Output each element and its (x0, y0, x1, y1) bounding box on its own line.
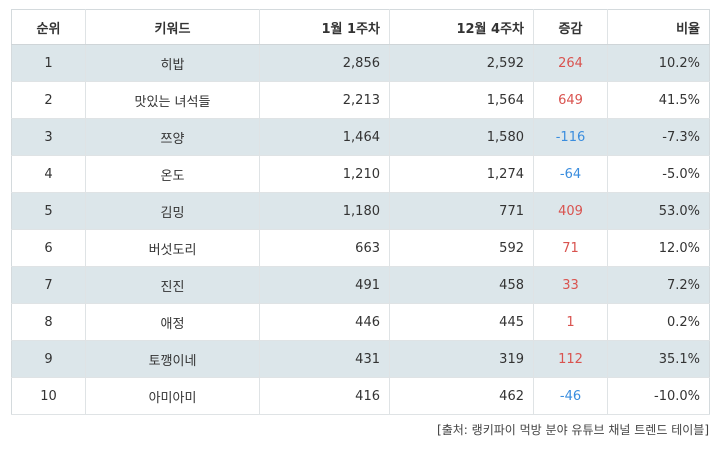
cell-keyword: 진진 (85, 266, 260, 304)
cell-week1: 1,464 (259, 118, 390, 156)
cell-week4: 319 (389, 340, 534, 378)
cell-week1: 446 (259, 303, 390, 341)
cell-week4: 592 (389, 229, 534, 267)
cell-keyword: 히밥 (85, 44, 260, 82)
header-rank: 순위 (11, 9, 86, 45)
cell-keyword: 온도 (85, 155, 260, 193)
cell-week1: 431 (259, 340, 390, 378)
cell-rank: 9 (11, 340, 86, 378)
cell-week4: 1,564 (389, 81, 534, 119)
cell-ratio: 41.5% (607, 81, 710, 119)
cell-ratio: -10.0% (607, 377, 710, 415)
cell-change: -116 (533, 118, 608, 156)
ranking-table: 순위 키워드 1월 1주차 12월 4주차 증감 비율 1 히밥 2,856 2… (11, 9, 710, 415)
cell-change: 264 (533, 44, 608, 82)
source-caption: [출처: 랭키파이 먹방 분야 유튜브 채널 트렌드 테이블] (437, 423, 709, 437)
cell-ratio: 53.0% (607, 192, 710, 230)
table-row: 1 히밥 2,856 2,592 264 10.2% (11, 44, 710, 82)
cell-rank: 3 (11, 118, 86, 156)
cell-change: -64 (533, 155, 608, 193)
cell-week1: 491 (259, 266, 390, 304)
cell-keyword: 김밍 (85, 192, 260, 230)
cell-rank: 4 (11, 155, 86, 193)
cell-rank: 7 (11, 266, 86, 304)
cell-ratio: 0.2% (607, 303, 710, 341)
cell-rank: 1 (11, 44, 86, 82)
cell-week1: 2,856 (259, 44, 390, 82)
cell-week4: 458 (389, 266, 534, 304)
header-keyword: 키워드 (85, 9, 260, 45)
ranking-table-container: 순위 키워드 1월 1주차 12월 4주차 증감 비율 1 히밥 2,856 2… (11, 9, 710, 438)
header-week1: 1월 1주차 (259, 9, 390, 45)
cell-change: 409 (533, 192, 608, 230)
cell-rank: 2 (11, 81, 86, 119)
cell-week4: 1,274 (389, 155, 534, 193)
cell-ratio: 35.1% (607, 340, 710, 378)
cell-change: 649 (533, 81, 608, 119)
cell-rank: 8 (11, 303, 86, 341)
header-change: 증감 (533, 9, 608, 45)
header-week4: 12월 4주차 (389, 9, 534, 45)
cell-keyword: 버섯도리 (85, 229, 260, 267)
cell-ratio: 10.2% (607, 44, 710, 82)
cell-change: -46 (533, 377, 608, 415)
cell-week4: 462 (389, 377, 534, 415)
cell-rank: 6 (11, 229, 86, 267)
cell-change: 33 (533, 266, 608, 304)
table-row: 9 토깽이네 431 319 112 35.1% (11, 340, 710, 378)
cell-keyword: 맛있는 녀석들 (85, 81, 260, 119)
cell-ratio: 7.2% (607, 266, 710, 304)
table-row: 2 맛있는 녀석들 2,213 1,564 649 41.5% (11, 81, 710, 119)
table-row: 3 쯔양 1,464 1,580 -116 -7.3% (11, 118, 710, 156)
cell-week4: 2,592 (389, 44, 534, 82)
table-row: 8 애정 446 445 1 0.2% (11, 303, 710, 341)
table-row: 10 아미아미 416 462 -46 -10.0% (11, 377, 710, 415)
cell-rank: 10 (11, 377, 86, 415)
table-row: 7 진진 491 458 33 7.2% (11, 266, 710, 304)
cell-week1: 1,180 (259, 192, 390, 230)
cell-change: 1 (533, 303, 608, 341)
cell-ratio: 12.0% (607, 229, 710, 267)
header-ratio: 비율 (607, 9, 710, 45)
cell-week1: 663 (259, 229, 390, 267)
cell-week4: 1,580 (389, 118, 534, 156)
cell-keyword: 애정 (85, 303, 260, 341)
table-row: 4 온도 1,210 1,274 -64 -5.0% (11, 155, 710, 193)
cell-change: 71 (533, 229, 608, 267)
cell-week1: 1,210 (259, 155, 390, 193)
cell-ratio: -5.0% (607, 155, 710, 193)
table-row: 6 버섯도리 663 592 71 12.0% (11, 229, 710, 267)
cell-keyword: 아미아미 (85, 377, 260, 415)
cell-week4: 445 (389, 303, 534, 341)
cell-week1: 2,213 (259, 81, 390, 119)
cell-rank: 5 (11, 192, 86, 230)
table-header-row: 순위 키워드 1월 1주차 12월 4주차 증감 비율 (11, 9, 710, 45)
cell-week4: 771 (389, 192, 534, 230)
cell-change: 112 (533, 340, 608, 378)
cell-week1: 416 (259, 377, 390, 415)
table-row: 5 김밍 1,180 771 409 53.0% (11, 192, 710, 230)
cell-ratio: -7.3% (607, 118, 710, 156)
table-body: 1 히밥 2,856 2,592 264 10.2% 2 맛있는 녀석들 2,2… (11, 44, 710, 415)
cell-keyword: 토깽이네 (85, 340, 260, 378)
cell-keyword: 쯔양 (85, 118, 260, 156)
